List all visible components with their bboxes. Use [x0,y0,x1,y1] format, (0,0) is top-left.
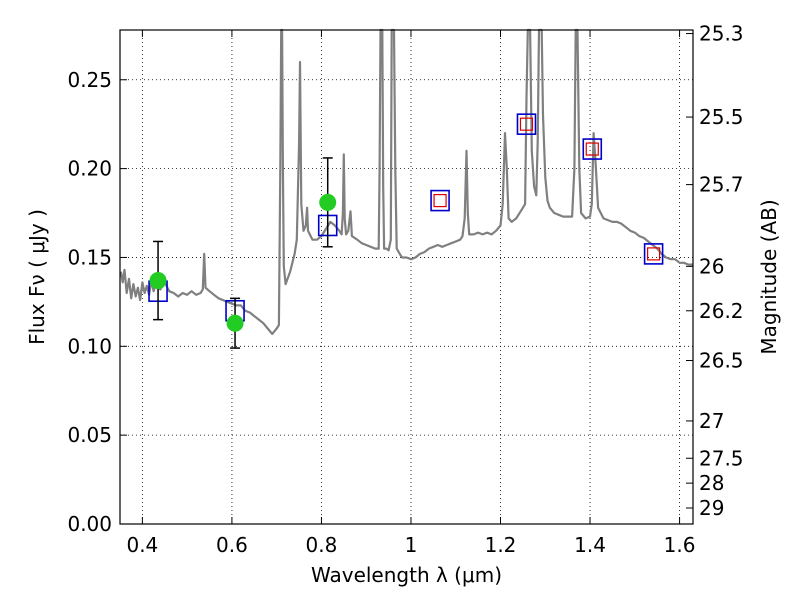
observed-optical-point [149,272,167,290]
y2-tick-label: 26.2 [699,299,744,323]
model-photometry-square [643,243,664,265]
observed-optical-point [319,193,337,211]
plot-frame [119,29,694,525]
y-tick-label: 0.05 [67,423,112,447]
observed-hst-square [433,193,447,208]
observed-hst-square [647,247,661,261]
y-tick-label: 0.25 [67,68,112,92]
y2-tick-label: 26 [699,254,724,278]
axis-ticks: 0.4 0.6 0.8 1 1.2 1.4 1.6 0.00 0.05 0.10 0.15 0.20 0… [67,22,743,557]
plot-series [119,28,693,349]
x-axis-title: Wavelength λ (μm) [311,563,502,587]
observed-hst-square [519,117,534,131]
model-photometry-square [516,113,537,135]
x-tick-label: 1.4 [574,533,606,557]
y2-tick-label: 25.3 [699,22,744,46]
y2-axis-title: Magnitude (AB) [757,199,781,354]
y2-tick-label: 28 [699,471,724,495]
y2-tick-label: 29 [699,496,724,520]
x-tick-label: 1 [405,533,418,557]
y2-tick-label: 26.5 [699,349,744,373]
y-tick-label: 0.10 [67,334,112,358]
observed-hst-square [585,142,599,156]
y2-tick-label: 25.7 [699,173,744,197]
y-tick-label: 0.20 [67,157,112,181]
observed-optical-point [226,314,244,332]
x-tick-label: 0.6 [216,533,248,557]
y2-tick-label: 27 [699,409,724,433]
spectrum-line [119,28,693,335]
x-tick-label: 1.6 [664,533,696,557]
model-photometry-square [582,138,603,160]
y-tick-label: 0.15 [67,245,112,269]
model-photometry-square [430,189,450,212]
y-axis-title: Flux Fν ( μJy ) [25,209,49,345]
x-tick-label: 0.8 [306,533,338,557]
y-tick-label: 0.00 [67,512,112,536]
x-tick-label: 1.2 [485,533,517,557]
y2-tick-label: 25.5 [699,105,744,129]
y2-tick-label: 27.5 [699,446,744,470]
x-tick-label: 0.4 [126,533,158,557]
